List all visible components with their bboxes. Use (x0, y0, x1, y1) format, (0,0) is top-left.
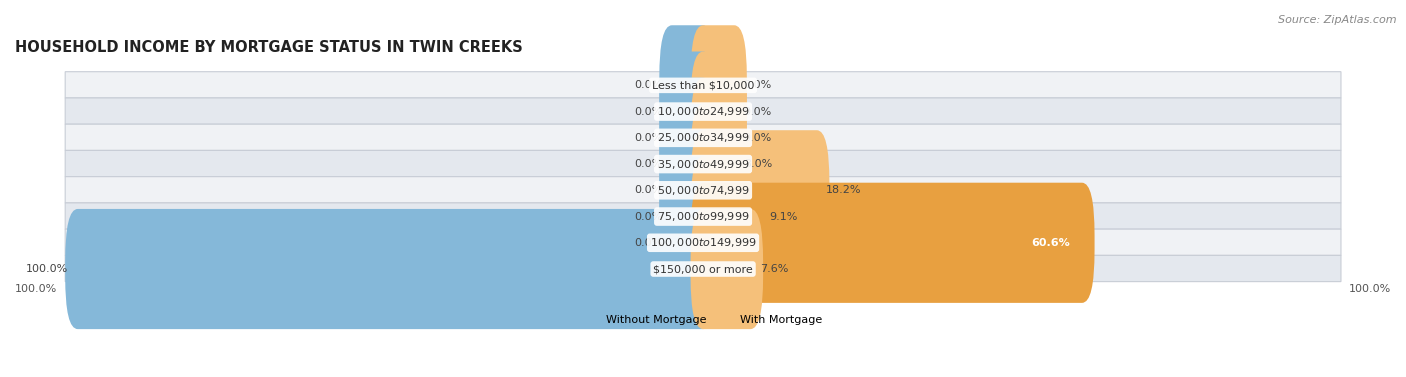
Text: 0.0%: 0.0% (634, 159, 662, 169)
Text: $10,000 to $24,999: $10,000 to $24,999 (657, 105, 749, 118)
FancyBboxPatch shape (690, 52, 747, 172)
FancyBboxPatch shape (659, 104, 716, 224)
Text: 60.6%: 60.6% (1031, 238, 1070, 248)
Text: 0.0%: 0.0% (634, 185, 662, 195)
Text: 7.6%: 7.6% (761, 264, 789, 274)
Text: 100.0%: 100.0% (15, 284, 58, 294)
Text: 0.0%: 0.0% (744, 107, 772, 116)
FancyBboxPatch shape (65, 229, 1341, 255)
Text: 0.0%: 0.0% (634, 133, 662, 143)
FancyBboxPatch shape (659, 25, 716, 146)
Legend: Without Mortgage, With Mortgage: Without Mortgage, With Mortgage (583, 314, 823, 325)
Text: Source: ZipAtlas.com: Source: ZipAtlas.com (1278, 15, 1396, 25)
Text: 0.0%: 0.0% (744, 133, 772, 143)
Text: 9.1%: 9.1% (769, 211, 797, 222)
FancyBboxPatch shape (65, 150, 1341, 177)
Text: 18.2%: 18.2% (827, 185, 862, 195)
FancyBboxPatch shape (659, 183, 716, 303)
FancyBboxPatch shape (65, 177, 1341, 203)
FancyBboxPatch shape (659, 78, 716, 198)
FancyBboxPatch shape (690, 183, 1094, 303)
FancyBboxPatch shape (65, 255, 1341, 282)
Text: 100.0%: 100.0% (1348, 284, 1391, 294)
FancyBboxPatch shape (659, 130, 716, 250)
Text: $75,000 to $99,999: $75,000 to $99,999 (657, 210, 749, 223)
Text: 0.0%: 0.0% (634, 211, 662, 222)
Text: HOUSEHOLD INCOME BY MORTGAGE STATUS IN TWIN CREEKS: HOUSEHOLD INCOME BY MORTGAGE STATUS IN T… (15, 40, 523, 55)
Text: 100.0%: 100.0% (27, 264, 69, 274)
Text: $150,000 or more: $150,000 or more (654, 264, 754, 274)
FancyBboxPatch shape (690, 209, 763, 329)
FancyBboxPatch shape (690, 104, 747, 224)
FancyBboxPatch shape (65, 209, 716, 329)
FancyBboxPatch shape (690, 25, 747, 146)
Text: 0.0%: 0.0% (744, 80, 772, 90)
Text: $100,000 to $149,999: $100,000 to $149,999 (650, 236, 756, 249)
FancyBboxPatch shape (690, 78, 747, 198)
Text: $50,000 to $74,999: $50,000 to $74,999 (657, 184, 749, 197)
Text: Less than $10,000: Less than $10,000 (652, 80, 754, 90)
FancyBboxPatch shape (659, 52, 716, 172)
FancyBboxPatch shape (65, 98, 1341, 124)
FancyBboxPatch shape (65, 124, 1341, 150)
Text: $35,000 to $49,999: $35,000 to $49,999 (657, 158, 749, 170)
Text: 3.0%: 3.0% (744, 159, 772, 169)
Text: 0.0%: 0.0% (634, 238, 662, 248)
FancyBboxPatch shape (690, 156, 772, 277)
FancyBboxPatch shape (659, 156, 716, 277)
Text: $25,000 to $34,999: $25,000 to $34,999 (657, 131, 749, 144)
FancyBboxPatch shape (65, 203, 1341, 229)
FancyBboxPatch shape (65, 72, 1341, 98)
FancyBboxPatch shape (690, 130, 830, 250)
Text: 0.0%: 0.0% (634, 80, 662, 90)
Text: 0.0%: 0.0% (634, 107, 662, 116)
